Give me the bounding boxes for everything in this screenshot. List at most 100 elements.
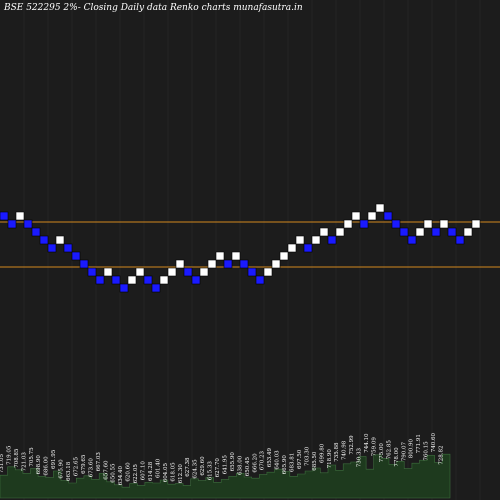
volume-label: 800.90: [409, 438, 415, 458]
renko-brick-down: [47, 243, 57, 253]
volume-label: 685.50: [312, 451, 318, 471]
renko-brick-down: [359, 219, 369, 229]
volume-label: 675.90: [59, 459, 65, 479]
renko-brick-down: [255, 275, 265, 285]
renko-brick-up: [311, 235, 321, 245]
renko-brick-down: [119, 283, 129, 293]
volume-area: [0, 453, 451, 499]
volume-area-shape: [0, 453, 451, 499]
renko-brick-down: [431, 227, 441, 237]
volume-label: 627.38: [185, 457, 191, 477]
volume-label: 752.99: [349, 435, 355, 455]
renko-brick-up: [415, 227, 425, 237]
renko-brick-down: [87, 267, 97, 277]
renko-brick-up: [439, 219, 449, 229]
volume-label: 731.05: [0, 453, 5, 473]
volume-label: 697.50: [297, 449, 303, 469]
volume-label: 672.65: [74, 456, 80, 476]
volume-label: 703.30: [304, 446, 310, 466]
volume-label: 670.23: [260, 450, 266, 470]
renko-brick-down: [455, 235, 465, 245]
renko-brick-up: [215, 251, 225, 261]
renko-brick-up: [231, 251, 241, 261]
renko-brick-up: [271, 259, 281, 269]
renko-brick-up: [335, 227, 345, 237]
volume-label: 618.05: [170, 462, 176, 482]
volume-label: 665.90: [282, 455, 288, 475]
volume-label: 719.05: [6, 445, 12, 465]
volume-label: 740.98: [342, 440, 348, 460]
renko-brick-up: [351, 211, 361, 221]
renko-brick-down: [23, 219, 33, 229]
renko-brick-up: [319, 227, 329, 237]
volume-label: 775.00: [379, 443, 385, 463]
volume-label: 666.20: [252, 453, 258, 473]
renko-brick-up: [15, 211, 25, 221]
volume-label: 650.45: [245, 456, 251, 476]
renko-brick-down: [7, 219, 17, 229]
volume-labels: 731.05 719.05 708.85 721.03 705.75 698.90 686.…: [0, 432, 445, 485]
renko-brick-up: [175, 259, 185, 269]
volume-label: 759.09: [372, 437, 378, 457]
volume-label: 622.05: [133, 464, 139, 484]
renko-brick-up: [367, 211, 377, 221]
renko-brick-up: [287, 243, 297, 253]
renko-brick-down: [383, 211, 393, 221]
volume-label: 698.90: [36, 455, 42, 475]
volume-label: 679.65: [81, 454, 87, 474]
renko-brick-down: [79, 259, 89, 269]
volume-label: 663.18: [66, 461, 72, 481]
volume-label: 790.07: [401, 441, 407, 461]
volume-label: 705.75: [29, 447, 35, 467]
renko-brick-down: [247, 267, 257, 277]
renko-brick-up: [55, 235, 65, 245]
renko-brick-up: [423, 219, 433, 229]
renko-brick-down: [39, 235, 49, 245]
volume-label: 778.00: [394, 447, 400, 467]
renko-brick-down: [391, 219, 401, 229]
renko-brick-up: [135, 267, 145, 277]
volume-label: 629.60: [200, 456, 206, 476]
volume-label: 728.82: [439, 446, 445, 465]
volume-label: 667.03: [96, 452, 102, 472]
renko-brick-up: [167, 267, 177, 277]
renko-brick-down: [63, 243, 73, 253]
volume-label: 653.49: [267, 447, 273, 467]
volume-label: 691.95: [51, 449, 57, 469]
volume-label: 615.33: [208, 461, 214, 481]
renko-brick-down: [151, 283, 161, 293]
renko-brick-down: [95, 275, 105, 285]
renko-brick-down: [223, 259, 233, 269]
renko-brick-down: [407, 235, 417, 245]
renko-brick-up: [343, 219, 353, 229]
renko-brick-up: [263, 267, 273, 277]
volume-label: 601.40: [155, 458, 161, 478]
volume-label: 673.60: [88, 458, 94, 478]
renko-brick-up: [463, 227, 473, 237]
volume-label: 627.70: [215, 458, 221, 478]
renko-bricks: [0, 203, 481, 293]
renko-brick-down: [191, 275, 201, 285]
volume-label: 760.15: [424, 441, 430, 461]
volume-label: 624.35: [193, 459, 199, 479]
volume-label: 771.91: [416, 434, 422, 453]
renko-brick-up: [199, 267, 209, 277]
renko-brick-up: [375, 203, 385, 213]
renko-brick-up: [159, 275, 169, 285]
volume-label: 708.85: [14, 448, 20, 468]
renko-brick-down: [143, 275, 153, 285]
volume-label: 740.60: [431, 432, 437, 452]
volume-label: 683.81: [290, 453, 296, 472]
volume-label: 607.10: [141, 461, 147, 481]
renko-brick-down: [303, 243, 313, 253]
volume-label: 657.60: [103, 460, 109, 480]
volume-label: 638.00: [237, 455, 243, 475]
renko-brick-up: [295, 235, 305, 245]
volume-label: 655.90: [230, 452, 236, 472]
volume-label: 641.95: [223, 455, 229, 475]
renko-brick-up: [103, 267, 113, 277]
volume-label: 744.10: [364, 433, 370, 453]
